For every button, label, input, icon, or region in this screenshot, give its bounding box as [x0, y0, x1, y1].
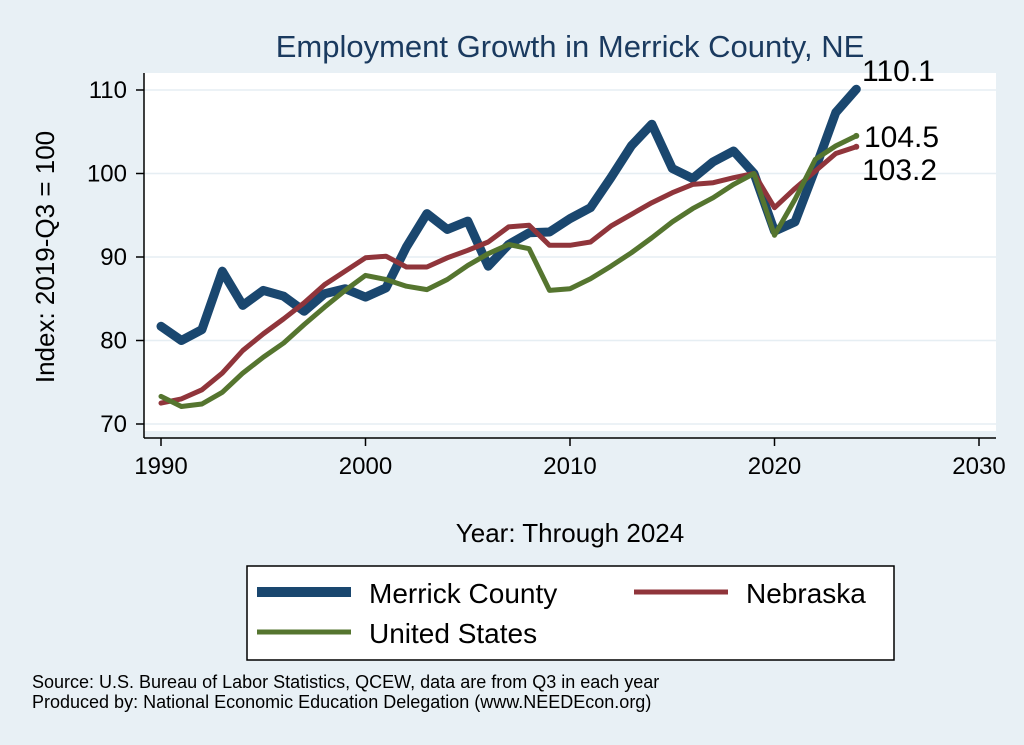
y-tick-label-70: 70	[100, 411, 127, 438]
legend-label-united-states: United States	[369, 618, 537, 649]
series-line-nebraska	[158, 144, 859, 406]
x-tick-label-2010: 2010	[543, 453, 596, 480]
legend-label-nebraska: Nebraska	[746, 578, 866, 609]
end-point-nebraska	[853, 143, 860, 150]
legend-label-merrick-county: Merrick County	[369, 578, 557, 609]
x-axis-ticks: 1990 2000 2010 2020 2030	[134, 438, 1006, 480]
x-tick-label-2000: 2000	[339, 453, 392, 480]
producer-note: Produced by: National Economic Education…	[32, 692, 651, 712]
y-axis-title: Index: 2019-Q3 = 100	[30, 131, 60, 383]
x-axis-title: Year: Through 2024	[456, 518, 684, 548]
chart-title: Employment Growth in Merrick County, NE	[276, 29, 865, 64]
legend-box	[246, 565, 895, 661]
end-label-nebraska: 103.2	[862, 154, 937, 187]
series-line-united-states	[158, 133, 859, 409]
y-tick-label-100: 100	[87, 161, 127, 188]
x-tick-label-2020: 2020	[748, 453, 801, 480]
y-axis-ticks: 70 80 90 100 110	[87, 77, 144, 438]
end-label-merrick-county: 110.1	[862, 55, 935, 88]
series-lines	[156, 84, 861, 409]
x-tick-label-2030: 2030	[952, 453, 1005, 480]
plot-area	[144, 73, 996, 431]
y-tick-label-110: 110	[89, 77, 127, 104]
end-point-merrick-county	[853, 86, 860, 93]
y-tick-label-90: 90	[100, 244, 127, 271]
end-point-united-states	[853, 132, 860, 139]
end-label-united-states: 104.5	[864, 121, 939, 154]
legend: Merrick County Nebraska United States	[246, 565, 895, 661]
source-note: Source: U.S. Bureau of Labor Statistics,…	[32, 672, 659, 692]
x-tick-label-1990: 1990	[134, 453, 187, 480]
y-tick-label-80: 80	[100, 328, 127, 355]
